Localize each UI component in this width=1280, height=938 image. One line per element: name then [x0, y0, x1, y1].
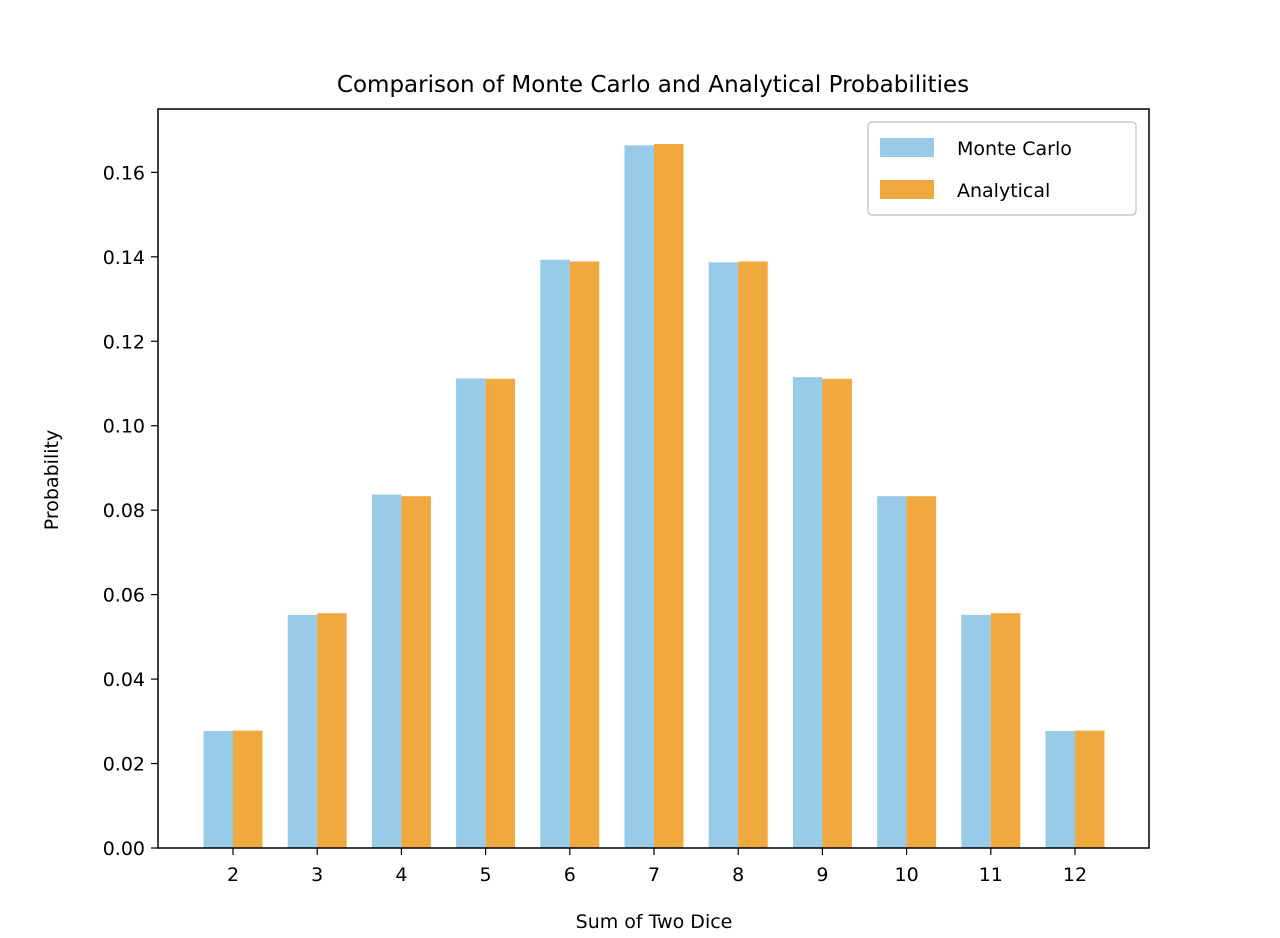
plot-frame: [157, 108, 1150, 849]
bar-analytical-3: [317, 613, 347, 848]
legend-swatch-monte-carlo: [880, 138, 934, 157]
bar-analytical-6: [569, 261, 600, 848]
bar-analytical-12: [1075, 730, 1105, 848]
legend-label-analytical: Analytical: [957, 180, 1050, 202]
legend-label-monte-carlo: Monte Carlo: [957, 138, 1072, 160]
y-tick-label-0.00: 0.00: [103, 838, 145, 860]
y-ticks-group: 0.00 0.02 0.04 0.06 0.08 0.10 0.12 0.14 0.16: [103, 162, 158, 860]
x-tick-label-9: 9: [816, 864, 828, 886]
y-tick-label-0.02: 0.02: [103, 754, 145, 776]
bar-monte-carlo-8: [708, 262, 739, 849]
y-tick-label-0.14: 0.14: [103, 247, 145, 269]
bar-monte-carlo-6: [540, 259, 570, 849]
bar-analytical-2: [233, 730, 263, 848]
bar-monte-carlo-12: [1045, 731, 1075, 848]
bar-monte-carlo-3: [287, 614, 318, 848]
bar-monte-carlo-7: [624, 145, 654, 848]
bar-monte-carlo-4: [371, 494, 402, 848]
y-axis-label: Probability: [41, 430, 63, 530]
x-tick-label-3: 3: [311, 864, 323, 886]
legend-box: [867, 121, 1137, 216]
bar-monte-carlo-5: [456, 378, 486, 848]
y-tick-label-0.04: 0.04: [103, 669, 145, 691]
bar-monte-carlo-9: [792, 377, 823, 848]
x-axis-label: Sum of Two Dice: [576, 911, 733, 933]
x-tick-label-8: 8: [732, 864, 744, 886]
bar-analytical-8: [738, 261, 768, 848]
y-tick-label-0.10: 0.10: [103, 416, 145, 438]
bar-analytical-5: [485, 378, 516, 848]
x-tick-label-10: 10: [895, 864, 919, 886]
x-tick-label-12: 12: [1063, 864, 1087, 886]
bar-analytical-11: [990, 613, 1021, 848]
bar-analytical-10: [906, 496, 937, 848]
chart-title: Comparison of Monte Carlo and Analytical…: [337, 72, 969, 98]
legend: Monte Carlo Analytical: [867, 121, 1137, 216]
x-ticks-group: 2 3 4 5 6 7 8 9 10 11 12: [227, 848, 1087, 886]
x-tick-label-5: 5: [480, 864, 492, 886]
y-tick-label-0.06: 0.06: [103, 585, 145, 607]
x-tick-label-11: 11: [979, 864, 1003, 886]
x-tick-label-4: 4: [395, 864, 407, 886]
y-tick-label-0.12: 0.12: [103, 331, 145, 353]
bar-monte-carlo-2: [203, 731, 233, 848]
x-tick-label-6: 6: [564, 864, 576, 886]
y-tick-label-0.08: 0.08: [103, 500, 145, 522]
x-tick-label-2: 2: [227, 864, 239, 886]
bar-monte-carlo-10: [877, 496, 907, 848]
x-tick-label-7: 7: [648, 864, 660, 886]
bar-analytical-7: [654, 144, 684, 849]
bars-group: [203, 144, 1105, 849]
y-tick-label-0.16: 0.16: [103, 162, 145, 184]
bar-analytical-4: [401, 496, 431, 848]
bar-analytical-9: [822, 378, 852, 848]
bar-monte-carlo-11: [961, 614, 991, 848]
legend-swatch-analytical: [880, 180, 934, 199]
